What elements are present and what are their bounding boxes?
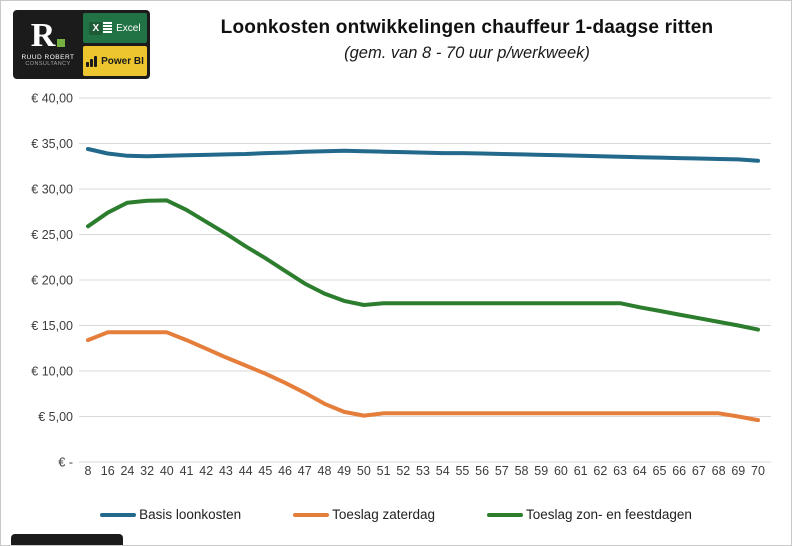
x-tick-label: 58: [515, 464, 529, 478]
x-tick-label: 44: [239, 464, 253, 478]
powerbi-icon: [86, 55, 98, 67]
legend-swatch-toeslag-zaterdag: [293, 512, 330, 517]
y-tick-label: € 30,00: [31, 183, 73, 197]
legend-label: Basis loonkosten: [139, 507, 242, 522]
excel-badge-label: Excel: [116, 22, 141, 34]
logo-company-name: RUUD ROBERT: [21, 54, 75, 62]
series-line-toeslag-zon-en-feestdagen[interactable]: [86, 198, 760, 332]
x-tick-label: 59: [534, 464, 548, 478]
y-tick-label: € 35,00: [31, 137, 73, 151]
x-tick-label: 61: [574, 464, 588, 478]
excel-badge: X Excel: [83, 13, 147, 43]
x-tick-label: 47: [298, 464, 312, 478]
chart-title: Loonkosten ontwikkelingen chauffeur 1-da…: [220, 17, 714, 38]
x-tick-label: 46: [278, 464, 292, 478]
y-tick-label: € -: [58, 456, 73, 470]
x-tick-label: 24: [120, 464, 134, 478]
x-tick-label: 43: [219, 464, 233, 478]
x-tick-label: 57: [495, 464, 509, 478]
x-tick-label: 68: [712, 464, 726, 478]
x-tick-label: 32: [140, 464, 154, 478]
logo-monogram-block: R RUUD ROBERT CONSULTANCY: [16, 13, 80, 76]
powerbi-badge-label: Power BI: [101, 55, 144, 67]
y-tick-label: € 15,00: [31, 319, 73, 333]
y-tick-label: € 20,00: [31, 274, 73, 288]
x-tick-label: 51: [377, 464, 391, 478]
legend-item-toeslag-zon-en-feestdagen[interactable]: Toeslag zon- en feestdagen: [487, 507, 692, 522]
company-logo: R RUUD ROBERT CONSULTANCY X Excel Power …: [13, 10, 150, 79]
x-tick-label: 70: [751, 464, 765, 478]
y-tick-label: € 40,00: [31, 92, 73, 106]
excel-icon: X: [89, 21, 113, 35]
logo-monogram: R: [30, 16, 56, 54]
powerbi-badge: Power BI: [83, 46, 147, 76]
legend-label: Toeslag zon- en feestdagen: [526, 507, 692, 522]
series-line-basis-loonkosten[interactable]: [86, 147, 760, 163]
x-tick-label: 50: [357, 464, 371, 478]
x-tick-label: 67: [692, 464, 706, 478]
legend-item-toeslag-zaterdag[interactable]: Toeslag zaterdag: [293, 507, 435, 522]
x-tick-label: 48: [318, 464, 332, 478]
chart-subtitle: (gem. van 8 - 70 uur p/werkweek): [344, 44, 590, 62]
y-tick-label: € 10,00: [31, 365, 73, 379]
logo-company-sub: CONSULTANCY: [25, 61, 71, 68]
series-line-toeslag-zaterdag[interactable]: [86, 330, 760, 423]
x-tick-label: 42: [199, 464, 213, 478]
x-tick-label: 55: [455, 464, 469, 478]
x-tick-label: 45: [258, 464, 272, 478]
x-tick-label: 65: [653, 464, 667, 478]
x-tick-label: 16: [101, 464, 115, 478]
x-tick-label: 62: [593, 464, 607, 478]
x-tick-label: 66: [672, 464, 686, 478]
chart-legend: Basis loonkosten Toeslag zaterdag Toeslag …: [1, 507, 791, 522]
partial-logo-bottom: [11, 534, 123, 545]
x-tick-label: 52: [396, 464, 410, 478]
y-tick-label: € 5,00: [38, 410, 73, 424]
x-tick-label: 8: [85, 464, 92, 478]
legend-swatch-basis-loonkosten: [100, 512, 137, 517]
x-tick-label: 40: [160, 464, 174, 478]
x-tick-label: 56: [475, 464, 489, 478]
x-tick-label: 60: [554, 464, 568, 478]
x-tick-label: 64: [633, 464, 647, 478]
x-tick-label: 69: [731, 464, 745, 478]
logo-dot: [57, 39, 66, 48]
x-tick-label: 63: [613, 464, 627, 478]
legend-label: Toeslag zaterdag: [332, 507, 435, 522]
y-tick-label: € 25,00: [31, 228, 73, 242]
x-tick-label: 54: [436, 464, 450, 478]
legend-item-basis-loonkosten[interactable]: Basis loonkosten: [100, 507, 241, 522]
x-tick-label: 53: [416, 464, 430, 478]
x-tick-label: 41: [180, 464, 194, 478]
x-tick-label: 49: [337, 464, 351, 478]
legend-swatch-toeslag-zon-en-feestdagen: [487, 512, 523, 517]
